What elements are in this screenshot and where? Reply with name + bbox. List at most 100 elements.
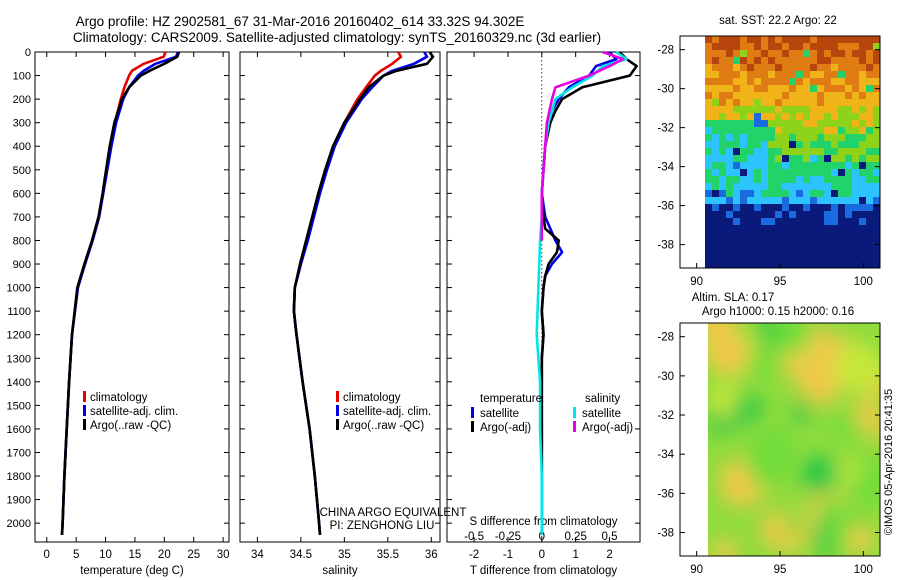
sst-cell (754, 162, 762, 170)
sst-cell (803, 85, 811, 93)
y-tick-label: -32 (657, 410, 674, 422)
sst-cell (873, 78, 881, 86)
sst-cell (803, 43, 811, 51)
sst-cell (775, 64, 783, 72)
sst-cell (852, 204, 860, 212)
sst-cell (845, 183, 853, 191)
sst-cell (775, 246, 783, 254)
sst-cell (838, 141, 846, 149)
sst-cell (768, 218, 776, 226)
sst-cell (852, 106, 860, 114)
y-tick-label: 1300 (7, 353, 31, 365)
sst-cell (705, 85, 713, 93)
series-line-3 (62, 52, 179, 535)
sst-cell (789, 260, 797, 268)
sst-cell (775, 225, 783, 233)
sst-cell (733, 99, 741, 107)
sst-cell (747, 225, 755, 233)
sst-cell (817, 197, 825, 205)
sst-cell (782, 99, 790, 107)
sst-cell (817, 50, 825, 58)
sst-cell (810, 197, 818, 205)
sst-cell (831, 113, 839, 121)
sst-cell (810, 85, 818, 93)
sst-cell (733, 225, 741, 233)
sst-cell (719, 204, 727, 212)
sst-cell (754, 64, 762, 72)
sst-cell (796, 211, 804, 219)
y-tick-label: 1700 (7, 447, 31, 459)
y-tick-label: -28 (657, 45, 674, 57)
sst-cell (838, 232, 846, 240)
sst-cell (831, 36, 839, 44)
sst-cell (803, 106, 811, 114)
sst-cell (852, 232, 860, 240)
sst-cell (810, 169, 818, 177)
sst-cell (789, 106, 797, 114)
sst-cell (852, 190, 860, 198)
sst-cell (852, 50, 860, 58)
sst-cell (873, 106, 881, 114)
sst-cell (817, 169, 825, 177)
sst-cell (768, 260, 776, 268)
sst-cell (768, 106, 776, 114)
sst-cell (845, 92, 853, 100)
sst-cell (873, 148, 881, 156)
sst-cell (740, 204, 748, 212)
sst-cell (768, 36, 776, 44)
sst-cell (803, 211, 811, 219)
x-tick-label: 90 (690, 276, 703, 288)
sst-cell (789, 71, 797, 79)
series-line-2 (62, 52, 178, 535)
sst-cell (705, 99, 713, 107)
sst-cell (747, 211, 755, 219)
sst-cell (859, 239, 867, 247)
sst-cell (831, 120, 839, 128)
legend-swatch (83, 405, 86, 416)
sst-cell (761, 43, 769, 51)
sst-cell (733, 64, 741, 72)
sst-cell (775, 155, 783, 163)
sst-cell (866, 36, 874, 44)
sst-cell (873, 176, 881, 184)
sst-cell (789, 232, 797, 240)
sst-cell (733, 50, 741, 58)
sst-cell (712, 92, 720, 100)
y-tick-label: 0 (25, 47, 31, 59)
sst-cell (768, 190, 776, 198)
sst-cell (747, 253, 755, 261)
sst-cell (838, 183, 846, 191)
sst-cell (726, 36, 734, 44)
sst-cell (719, 190, 727, 198)
sst-cell (761, 99, 769, 107)
sst-cell (845, 50, 853, 58)
x-tick-label: 25 (187, 549, 200, 561)
sst-cell (726, 99, 734, 107)
sst-cell (782, 43, 790, 51)
sst-cell (775, 211, 783, 219)
sst-cell (845, 141, 853, 149)
sla-blob (834, 343, 884, 393)
sst-cell (838, 120, 846, 128)
sst-cell (852, 162, 860, 170)
sst-cell (838, 43, 846, 51)
sst-cell (705, 71, 713, 79)
sst-cell (831, 50, 839, 58)
sst-cell (789, 169, 797, 177)
sst-cell (775, 99, 783, 107)
sst-cell (747, 71, 755, 79)
sst-cell (803, 197, 811, 205)
sst-cell (733, 148, 741, 156)
sst-cell (782, 218, 790, 226)
sst-cell (726, 148, 734, 156)
sst-cell (796, 78, 804, 86)
sst-cell (852, 246, 860, 254)
sst-cell (859, 120, 867, 128)
sst-cell (859, 50, 867, 58)
sst-cell (733, 204, 741, 212)
sst-cell (873, 239, 881, 247)
sst-cell (803, 190, 811, 198)
sst-cell (845, 204, 853, 212)
sst-cell (831, 148, 839, 156)
sst-cell (782, 106, 790, 114)
